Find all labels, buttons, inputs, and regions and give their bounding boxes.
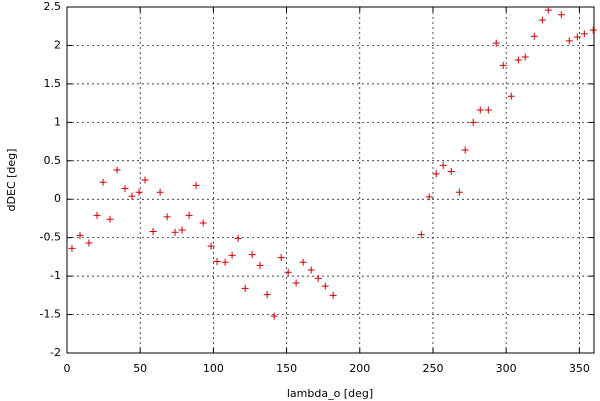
point: [514, 56, 522, 64]
point: [149, 228, 157, 236]
y-tick-label: -2: [50, 346, 61, 359]
point: [544, 6, 552, 14]
y-tick-label: 1: [54, 115, 61, 128]
point: [68, 244, 76, 252]
x-tick-label: 250: [422, 362, 443, 375]
y-tick-label: 0.5: [44, 154, 62, 167]
point: [538, 16, 546, 24]
point: [85, 239, 93, 247]
point: [93, 211, 101, 219]
point: [141, 176, 149, 184]
point: [492, 39, 500, 47]
point: [589, 26, 597, 34]
point: [455, 188, 463, 196]
point: [476, 106, 484, 114]
point: [178, 226, 186, 234]
y-tick-label: -0.5: [40, 231, 61, 244]
point: [521, 53, 529, 61]
point: [156, 188, 164, 196]
x-tick-label: 150: [276, 362, 297, 375]
y-tick-label: 1.5: [44, 77, 62, 90]
y-tick-label: 2.5: [44, 0, 62, 13]
point: [234, 234, 242, 242]
point: [163, 213, 171, 221]
point: [461, 146, 469, 154]
point: [469, 118, 477, 126]
point: [432, 170, 440, 178]
plot-frame: [66, 6, 595, 354]
point: [329, 291, 337, 299]
x-tick-label: 200: [349, 362, 370, 375]
x-tick-label: 300: [496, 362, 517, 375]
point: [284, 268, 292, 276]
point: [417, 231, 425, 239]
x-tick-label: 0: [64, 362, 71, 375]
point: [565, 37, 573, 45]
point: [507, 92, 515, 100]
point: [263, 291, 271, 299]
point: [499, 61, 507, 69]
point: [171, 228, 179, 236]
point: [439, 161, 447, 169]
point: [241, 284, 249, 292]
point: [270, 312, 278, 320]
point: [135, 188, 143, 196]
point: [185, 211, 193, 219]
point: [292, 279, 300, 287]
y-tick-label: -1: [50, 269, 61, 282]
x-tick-label: 50: [133, 362, 147, 375]
x-tick-label: 100: [203, 362, 224, 375]
point: [307, 266, 315, 274]
y-tick-label: 0: [54, 192, 61, 205]
point: [106, 215, 114, 223]
x-axis-label: lambda_o [deg]: [287, 387, 373, 400]
point: [314, 274, 322, 282]
point: [248, 251, 256, 259]
point: [299, 258, 307, 266]
point: [99, 178, 107, 186]
point: [557, 11, 565, 19]
point: [192, 181, 200, 189]
point: [207, 242, 215, 250]
point: [530, 32, 538, 40]
point: [580, 30, 588, 38]
point: [277, 254, 285, 262]
point: [425, 193, 433, 201]
point: [321, 282, 329, 290]
point: [113, 166, 121, 174]
point: [228, 251, 236, 259]
point: [256, 261, 264, 269]
y-tick-label: -1.5: [40, 308, 61, 321]
point: [76, 231, 84, 239]
point: [447, 168, 455, 176]
y-tick-label: 2: [54, 38, 61, 51]
point: [573, 33, 581, 41]
point: [128, 192, 136, 200]
x-tick-label: 350: [569, 362, 590, 375]
point: [484, 106, 492, 114]
point: [199, 219, 207, 227]
y-axis-label: dDEC [deg]: [5, 149, 18, 212]
point: [213, 258, 221, 266]
point: [121, 184, 129, 192]
point: [221, 258, 229, 266]
